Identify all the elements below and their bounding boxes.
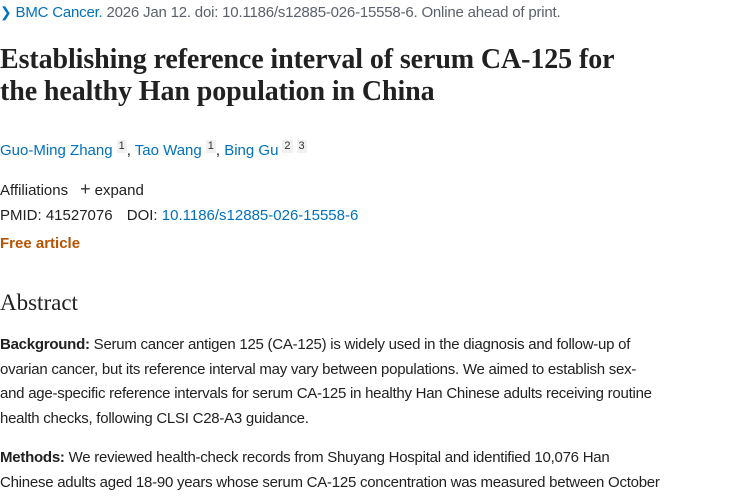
background-text: Serum cancer antigen 125 (CA-125) is wid… [89,336,631,353]
journal-link[interactable]: BMC Cancer. [15,4,103,21]
authors-list: Guo-Ming Zhang 1, Tao Wang 1, Bing Gu 2 3 [0,140,307,159]
abstract-methods: Methods: We reviewed health-check record… [0,446,660,495]
doi-link[interactable]: 10.1186/s12885-026-15558-6 [161,207,359,224]
background-text: and age-specific reference intervals for… [0,385,652,402]
affiliation-ref[interactable]: 3 [296,140,307,153]
pmid-label: PMID: [0,207,42,224]
author-link[interactable]: Guo-Ming Zhang [0,142,113,159]
affiliation-ref[interactable]: 1 [116,140,127,153]
author-link[interactable]: Bing Gu [224,142,279,159]
identifiers: PMID: 41527076 DOI: 10.1186/s12885-026-1… [0,207,358,224]
plus-icon: + [80,179,91,199]
affiliation-ref[interactable]: 1 [205,140,216,153]
chevron-right-icon[interactable]: ❯ [0,4,12,20]
background-label: Background: [0,336,90,353]
article-title: Establishing reference interval of serum… [0,44,615,108]
abstract-background: Background: Serum cancer antigen 125 (CA… [0,333,652,431]
expand-label: expand [94,182,144,199]
title-line: the healthy Han population in China [0,76,435,107]
free-article-badge: Free article [0,235,81,252]
methods-text: Chinese adults aged 18-90 years whose se… [0,473,660,491]
citation-details: 2026 Jan 12. doi: 10.1186/s12885-026-155… [102,4,561,21]
author-link[interactable]: Tao Wang [134,142,202,159]
affiliation-ref[interactable]: 2 [282,140,293,153]
background-text: health checks, following CLSI C28-A3 gui… [0,409,309,427]
background-text: ovarian cancer, but its reference interv… [0,360,637,378]
abstract-heading: Abstract [0,290,78,315]
citation: ❯ BMC Cancer. 2026 Jan 12. doi: 10.1186/s… [0,4,561,21]
affiliations-label: Affiliations [0,182,69,199]
title-line: Establishing reference interval of serum… [0,44,615,75]
affiliations-row: Affiliations + expand [0,179,144,200]
expand-button[interactable]: + expand [68,179,144,199]
methods-text: We reviewed health-check records from Sh… [64,449,610,466]
methods-label: Methods: [0,449,65,466]
doi-label: DOI: [126,207,158,224]
pmid-value: 41527076 [45,207,113,224]
